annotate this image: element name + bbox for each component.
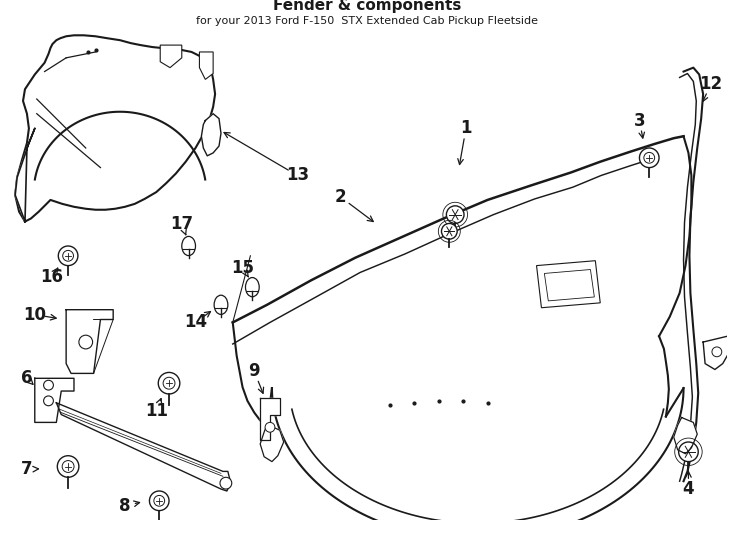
Text: for your 2013 Ford F-150  STX Extended Cab Pickup Fleetside: for your 2013 Ford F-150 STX Extended Ca… [196, 17, 538, 26]
Polygon shape [680, 68, 703, 481]
Text: 10: 10 [23, 306, 46, 323]
Polygon shape [160, 45, 182, 68]
Text: 13: 13 [286, 166, 309, 185]
Polygon shape [674, 417, 697, 454]
Circle shape [57, 456, 79, 477]
Circle shape [220, 477, 232, 489]
Text: 11: 11 [145, 402, 168, 420]
Circle shape [163, 377, 175, 389]
Text: 16: 16 [40, 268, 63, 286]
Polygon shape [57, 403, 230, 491]
Circle shape [441, 224, 457, 239]
Text: 4: 4 [683, 480, 694, 498]
Circle shape [644, 152, 655, 163]
Text: 2: 2 [335, 188, 346, 206]
Polygon shape [260, 398, 280, 440]
Polygon shape [15, 35, 215, 221]
Circle shape [446, 206, 464, 224]
Polygon shape [233, 136, 691, 540]
Circle shape [79, 335, 92, 349]
Text: Fender & components: Fender & components [273, 0, 461, 13]
Text: 9: 9 [249, 362, 260, 381]
Polygon shape [537, 261, 600, 308]
Text: 14: 14 [184, 313, 207, 332]
Circle shape [58, 246, 78, 266]
Polygon shape [34, 379, 74, 422]
Text: 3: 3 [633, 112, 645, 130]
Circle shape [712, 347, 722, 357]
Polygon shape [703, 336, 730, 369]
Circle shape [154, 495, 164, 506]
Ellipse shape [182, 237, 195, 255]
Polygon shape [200, 52, 213, 79]
Text: 1: 1 [460, 119, 472, 137]
Text: 17: 17 [170, 215, 193, 233]
Circle shape [43, 380, 54, 390]
Polygon shape [201, 114, 221, 156]
Text: 8: 8 [119, 497, 131, 515]
Circle shape [62, 251, 73, 261]
Ellipse shape [245, 278, 259, 297]
Polygon shape [260, 424, 284, 462]
Text: 15: 15 [231, 259, 254, 276]
Circle shape [639, 148, 659, 167]
Circle shape [150, 491, 169, 511]
Circle shape [265, 422, 275, 432]
Polygon shape [15, 129, 34, 221]
Text: 7: 7 [21, 461, 33, 478]
Ellipse shape [214, 295, 228, 314]
Text: 6: 6 [21, 369, 33, 387]
Circle shape [159, 373, 180, 394]
Circle shape [679, 442, 698, 462]
Circle shape [43, 396, 54, 406]
Polygon shape [545, 269, 595, 301]
Polygon shape [66, 310, 113, 373]
Text: 12: 12 [700, 75, 722, 93]
Circle shape [62, 461, 74, 472]
